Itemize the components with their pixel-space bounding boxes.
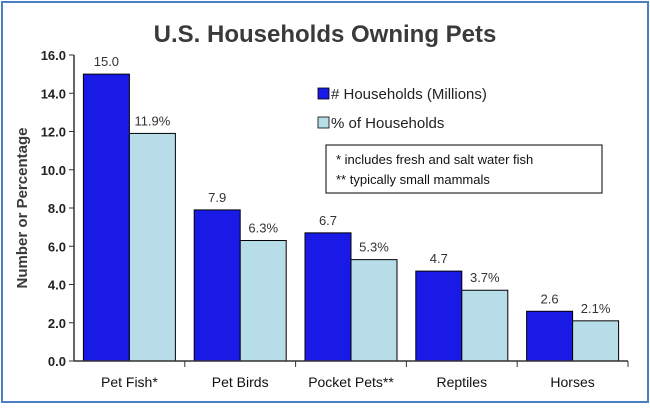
notes-box: * includes fresh and salt water fish ** …	[325, 144, 603, 194]
chart-title: U.S. Households Owning Pets	[154, 21, 497, 48]
notes-box-border	[325, 144, 603, 194]
legend-label-percent: % of Households	[331, 115, 444, 132]
x-tick-label: Horses	[550, 374, 594, 390]
note-fish: * includes fresh and salt water fish	[336, 152, 533, 167]
data-label-households: 6.7	[319, 213, 337, 228]
y-tick-label: 10.0	[41, 163, 66, 178]
bar-percent	[239, 240, 287, 362]
y-tick-label: 14.0	[41, 86, 66, 101]
note-mammals: ** typically small mammals	[336, 172, 490, 187]
y-tick-label: 4.0	[48, 278, 66, 293]
x-tick-label: Pocket Pets**	[308, 374, 394, 390]
x-axis-ticks: Pet Fish* Pet Birds Pocket Pets** Reptiles H…	[101, 361, 629, 390]
bar-households	[193, 209, 241, 362]
y-tick-label: 6.0	[48, 239, 66, 254]
y-axis-label: Number or Percentage	[14, 128, 31, 289]
data-label-households: 2.6	[541, 291, 559, 306]
bars	[82, 73, 620, 362]
legend: # Households (Millions) % of Households	[317, 86, 487, 132]
data-label-households: 7.9	[208, 190, 226, 205]
y-axis-ticks: 0.0 2.0 4.0 6.0 8.0 10.0 12.0 14.0 16.0	[41, 48, 74, 369]
x-tick-label: Pet Birds	[212, 374, 269, 390]
bar-households	[415, 270, 463, 362]
bar-percent	[461, 289, 509, 362]
data-label-households: 15.0	[94, 54, 119, 69]
bar-households	[526, 310, 574, 362]
data-label-households: 4.7	[430, 251, 448, 266]
data-label-percent: 2.1%	[581, 301, 611, 316]
bar-percent	[350, 259, 398, 362]
y-tick-label: 2.0	[48, 316, 66, 331]
y-tick-label: 0.0	[48, 354, 66, 369]
data-label-percent: 6.3%	[248, 221, 278, 236]
y-tick-label: 12.0	[41, 125, 66, 140]
bar-percent	[572, 320, 620, 362]
bar-percent	[128, 132, 176, 362]
legend-swatch-percent	[317, 116, 330, 129]
bar-households	[304, 232, 352, 362]
x-tick-label: Reptiles	[437, 374, 488, 390]
bar-households	[82, 73, 130, 362]
bar-value-labels: 15.0 11.9% 7.9 6.3% 6.7 5.3% 4.7 3.7% 2.6 2.1%	[94, 54, 611, 316]
legend-label-households: # Households (Millions)	[331, 86, 487, 103]
legend-swatch-households	[317, 87, 330, 100]
data-label-percent: 5.3%	[359, 240, 389, 255]
x-tick-label: Pet Fish*	[101, 374, 158, 390]
y-tick-label: 16.0	[41, 48, 66, 63]
y-tick-label: 8.0	[48, 201, 66, 216]
data-label-percent: 3.7%	[470, 270, 500, 285]
data-label-percent: 11.9%	[134, 113, 170, 128]
